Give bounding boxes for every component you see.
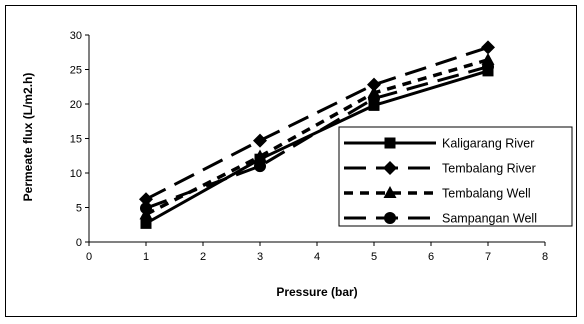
data-point-square bbox=[140, 217, 152, 229]
series-sampangan-well bbox=[140, 60, 494, 215]
y-tick-label: 15 bbox=[70, 134, 82, 146]
series-line bbox=[145, 69, 489, 225]
data-point-diamond bbox=[367, 77, 381, 92]
x-tick-label: 2 bbox=[200, 251, 206, 263]
legend-label: Tembalang Well bbox=[442, 187, 531, 201]
series-tembalang-river bbox=[139, 40, 495, 207]
data-point-circle bbox=[254, 160, 266, 173]
flux-pressure-chart: 0 1 2 3 4 5 6 7 8 0 5 10 15 20 25 30 Pressure (bar) Per… bbox=[21, 30, 573, 299]
legend-item: Tembalang River bbox=[344, 161, 536, 176]
y-axis-title: Permeate flux (L/m2.h) bbox=[21, 73, 35, 202]
x-tick-label: 4 bbox=[314, 251, 320, 263]
legend-item: Kaligarang River bbox=[344, 137, 534, 151]
legend-label: Kaligarang River bbox=[442, 137, 534, 151]
legend-label: Tembalang River bbox=[442, 162, 536, 176]
x-tick-label: 8 bbox=[542, 251, 548, 263]
data-point-circle bbox=[368, 92, 380, 105]
chart-frame: 0 1 2 3 4 5 6 7 8 0 5 10 15 20 25 30 Pressure (bar) Per… bbox=[5, 5, 577, 317]
legend-marker-triangle bbox=[383, 186, 397, 198]
legend-marker-diamond bbox=[383, 161, 397, 175]
legend-marker-circle bbox=[384, 212, 396, 224]
x-tick-label: 3 bbox=[257, 251, 263, 263]
series-line bbox=[145, 45, 489, 201]
data-point-diamond bbox=[481, 40, 495, 55]
x-tick-label: 1 bbox=[143, 251, 149, 263]
y-tick-label: 25 bbox=[70, 65, 82, 77]
y-tick-label: 20 bbox=[70, 99, 82, 111]
data-point-diamond bbox=[139, 192, 153, 207]
x-axis-title: Pressure (bar) bbox=[276, 285, 357, 299]
series-line bbox=[145, 58, 489, 216]
y-tick-label: 10 bbox=[70, 168, 82, 180]
legend-marker-square bbox=[384, 137, 396, 149]
legend: Kaligarang River Tembalang River Tembalang… bbox=[338, 126, 573, 227]
data-point-square bbox=[368, 99, 380, 111]
data-point-circle bbox=[482, 60, 494, 73]
axes: 0 1 2 3 4 5 6 7 8 0 5 10 15 20 25 30 bbox=[70, 30, 548, 263]
data-point-circle bbox=[140, 202, 152, 215]
x-tick-label: 5 bbox=[371, 251, 377, 263]
data-point-diamond bbox=[253, 133, 267, 148]
data-point-triangle bbox=[253, 149, 267, 162]
y-tick-label: 5 bbox=[76, 203, 82, 215]
x-tick-label: 0 bbox=[86, 251, 92, 263]
y-tick-label: 30 bbox=[70, 30, 82, 42]
legend-label: Sampangan Well bbox=[442, 212, 537, 226]
legend-item: Sampangan Well bbox=[344, 212, 537, 226]
x-tick-label: 6 bbox=[428, 251, 434, 263]
x-tick-label: 7 bbox=[485, 251, 491, 263]
y-tick-label: 0 bbox=[76, 237, 82, 249]
legend-item: Tembalang Well bbox=[344, 186, 531, 201]
series-layer bbox=[139, 40, 495, 229]
